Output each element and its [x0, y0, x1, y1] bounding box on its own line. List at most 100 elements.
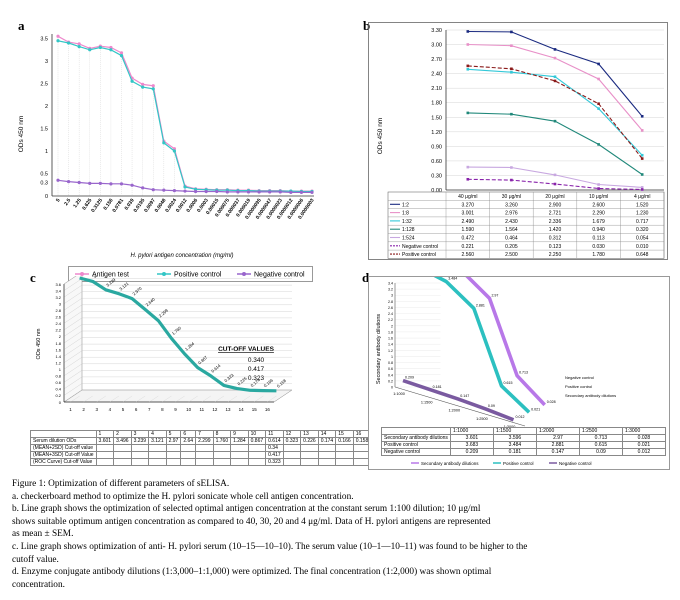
- panel-c-table-header-cell: 2: [113, 430, 132, 438]
- panel-d-table-cell: 0.028: [621, 434, 666, 442]
- panel-a-data-point: [66, 180, 71, 184]
- panel-d-depth-label: Negative control: [565, 375, 594, 380]
- panel-d-table-cell: 0.615: [578, 441, 623, 449]
- panel-b-table-value: 2.560: [462, 252, 475, 258]
- panel-c-gridline: [63, 330, 292, 344]
- panel-c-y-tick-label: 1.8: [55, 341, 61, 346]
- legend-positive-control: Positive control: [174, 272, 222, 279]
- panel-b-table-value: 3.260: [505, 202, 518, 208]
- panel-b-data-point: [597, 143, 600, 146]
- panel-c-x-tick-label: 16: [265, 407, 271, 412]
- panel-b-table-value: 0.030: [592, 244, 605, 250]
- panel-d-series-ribbon: [402, 378, 515, 422]
- panel-d-y-tick-label: 3.2: [388, 288, 393, 292]
- panel-d-depth-label: Secondary antibody dilutions: [565, 393, 616, 398]
- panel-b-data-point: [553, 79, 557, 83]
- panel-d-y-tick-label: 0.4: [388, 373, 393, 377]
- panel-c-table-cell: [282, 451, 302, 459]
- panel-a-y-tick-label: 1.5: [40, 127, 48, 133]
- panel-c-table-header-cell: 15: [335, 430, 354, 438]
- panel-c-y-tick-label: 2.6: [55, 315, 61, 320]
- panel-d-table-cell: 0.181: [492, 448, 537, 456]
- panel-c-point-label: 1.760: [171, 325, 183, 336]
- panel-d-table-header-cell: [381, 427, 451, 435]
- panel-d-table-cell: 0.713: [578, 434, 623, 442]
- panel-c-table-cell: [113, 458, 132, 466]
- panel-c-x-tick-label: 7: [148, 407, 151, 412]
- panel-a-x-tick-label: 0.0781: [111, 198, 125, 214]
- panel-c-point-label: 0.226: [236, 375, 248, 386]
- panel-d-point-label: 0.09: [488, 404, 495, 408]
- panel-c-table-cell: 3.496: [113, 437, 132, 445]
- panel-c-point-label: 0.158: [276, 378, 288, 389]
- panel-d-x-axis: [394, 386, 526, 427]
- panel-b-data-point: [553, 119, 557, 123]
- panel-a-data-point: [268, 190, 272, 194]
- panel-a-data-point: [204, 189, 208, 194]
- panel-c-table-header-cell: 10: [247, 430, 267, 438]
- panel-c-table-cell: [130, 451, 150, 459]
- panel-c-depth-line: [96, 395, 106, 403]
- panel-a-data-point: [183, 189, 187, 193]
- panel-c-y-tick-label: 1: [59, 367, 62, 372]
- panel-b-table-value: 0.464: [505, 236, 518, 242]
- panel-b-table-value: 1.679: [592, 219, 605, 225]
- panel-d-table-row-label: Negative control: [381, 448, 451, 456]
- panel-c-point-label: 2.299: [158, 307, 170, 318]
- panel-d-y-tick-label: 1.8: [388, 330, 393, 334]
- caption-b1: b. Line graph shows the optimization of …: [12, 504, 481, 515]
- caption-title: Figure 1: Optimization of different para…: [12, 479, 230, 489]
- panel-c-x-tick-label: 12: [212, 407, 218, 412]
- panel-d-table-cell: 0.021: [621, 441, 666, 449]
- panel-c-table-cell: 0.166: [335, 437, 354, 445]
- panel-a-y-tick-label: 2.5: [40, 82, 48, 88]
- panel-a-x-tick-label: 1.25: [72, 198, 83, 210]
- panel-c-y-tick-label: 0.4: [55, 387, 61, 392]
- panel-d-point-label: 0.209: [405, 376, 414, 380]
- panel-b-y-tick-label: 1.80: [431, 101, 442, 107]
- panel-d-svg: Secondary antibody dilutions 0 0.2 0.4 0.6 0…: [376, 257, 616, 429]
- panel-c-table-row-label: (MEAN+2SD) Cut-off value: [30, 444, 97, 452]
- panel-b-table-value: 2.500: [505, 252, 518, 258]
- panel-c-table-cell: [317, 451, 337, 459]
- panel-c-x-tick-label: 6: [135, 407, 138, 412]
- panel-d-table-row-label: Positive control: [381, 441, 451, 449]
- panel-c-table-row-label: Serum dilution ODs: [30, 437, 97, 445]
- panel-c-x-tick-label: 15: [252, 407, 258, 412]
- panel-b-table-value: 0.113: [593, 236, 605, 242]
- panel-c-table-cell: [195, 451, 214, 459]
- panel-a-y-tick-label: 1: [45, 149, 48, 155]
- panel-a-data-point: [299, 190, 304, 194]
- legend-antigen-test: Antigen test: [92, 272, 129, 279]
- panel-c-table-row-label: (MEAN+3SD) Cut-off Value: [30, 451, 97, 459]
- panel-b-table-series-name: Positive control: [402, 252, 436, 258]
- panel-b-data-point: [640, 186, 644, 189]
- panel-c-gridline: [63, 376, 292, 390]
- panel-b-table-value: 0.054: [636, 236, 649, 242]
- panel-c-depth-line: [267, 395, 277, 403]
- panel-d-frame: Secondary antibody dilutions 0 0.2 0.4 0.6 0…: [368, 257, 670, 470]
- panel-b-y-tick-label: 2.70: [431, 57, 442, 63]
- panel-c-table-cell: 2.97: [165, 437, 182, 445]
- panel-d-ylabel: Secondary antibody dilutions: [376, 314, 382, 385]
- panel-b-table-value: 1.420: [549, 227, 562, 233]
- panel-b-table-series-name: 1:8: [402, 211, 409, 217]
- panel-b-data-point: [466, 64, 470, 68]
- panel-a-data-point: [130, 183, 134, 187]
- panel-c-table-cell: 0.174: [317, 437, 337, 445]
- panel-c-gridline: [63, 317, 292, 331]
- panel-b-data-point: [597, 77, 600, 81]
- panel-a-data-point: [151, 188, 155, 192]
- panel-c-table-header-cell: 12: [282, 430, 302, 438]
- panel-d-table-header-cell: 1:2500: [578, 427, 623, 435]
- panel-a-y-tick-label: 0: [45, 194, 48, 200]
- panel-a-data-point: [162, 141, 166, 145]
- panel-c-table-header-cell: 13: [300, 430, 319, 438]
- panel-d-y-tick-label: 2: [391, 324, 393, 328]
- panel-b-table-value: 0.648: [636, 252, 649, 258]
- panel-c-table-cell: [335, 451, 354, 459]
- panel-a-data-point: [193, 187, 198, 191]
- panel-b-table-series-name: 1:32: [402, 219, 412, 225]
- panel-c-point-label: 0.323: [223, 372, 235, 383]
- panel-c-cutoff-1: 0.340: [248, 357, 265, 364]
